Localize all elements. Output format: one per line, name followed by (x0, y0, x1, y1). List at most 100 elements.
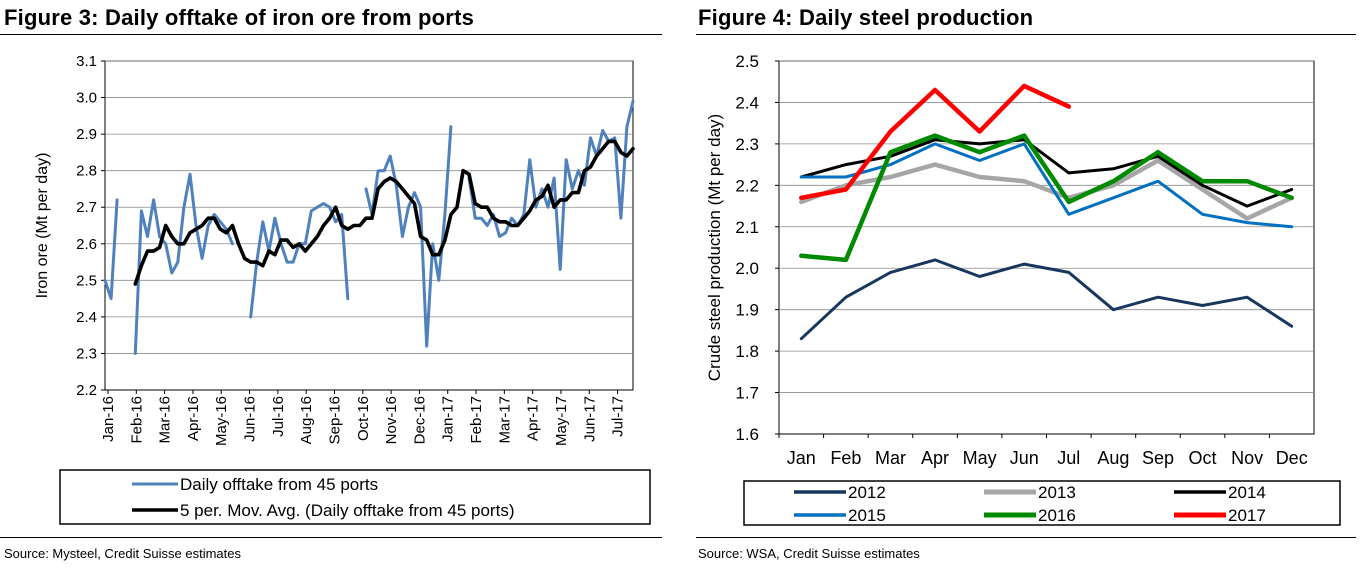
data-point (499, 221, 501, 223)
data-point (341, 214, 343, 216)
data-point (141, 210, 143, 212)
data-point (110, 298, 112, 300)
data-point (292, 247, 294, 249)
data-point (890, 151, 892, 153)
legend-label: 2014 (1228, 483, 1266, 502)
data-point (800, 197, 802, 199)
legend-label: Daily offtake from 45 ports (180, 475, 378, 494)
data-point (207, 217, 209, 219)
figure-3-source: Source: Mysteel, Credit Suisse estimates (4, 546, 241, 561)
y-tick-label: 1.6 (735, 425, 759, 444)
data-point (408, 206, 410, 208)
data-point (311, 210, 313, 212)
x-tick-label: Feb (830, 448, 861, 468)
data-point (177, 261, 179, 263)
data-point (800, 338, 802, 340)
data-point (547, 184, 549, 186)
data-point (979, 160, 981, 162)
data-point (207, 225, 209, 227)
data-point (1202, 305, 1204, 307)
x-tick-label: May-16 (213, 396, 230, 446)
data-point (347, 228, 349, 230)
data-point (286, 239, 288, 241)
data-point (632, 100, 634, 102)
data-point (462, 170, 464, 172)
data-point (304, 243, 306, 245)
data-point (1068, 172, 1070, 174)
data-point (553, 177, 555, 179)
x-tick-label: Aug-16 (298, 396, 315, 444)
data-point (1023, 180, 1025, 182)
x-tick-label: Mar-16 (157, 396, 174, 444)
data-point (614, 137, 616, 139)
legend-label: 5 per. Mov. Avg. (Daily offtake from 45 … (180, 501, 514, 520)
data-point (596, 155, 598, 157)
data-point (1068, 214, 1070, 216)
data-point (979, 151, 981, 153)
y-tick-label: 2.1 (735, 218, 759, 237)
y-tick-label: 2.3 (735, 135, 759, 154)
data-point (456, 206, 458, 208)
figure-4-title: Figure 4: Daily steel production (698, 5, 1034, 30)
data-point (578, 192, 580, 194)
data-point (414, 192, 416, 194)
series-line-2014 (799, 138, 1294, 208)
data-point (1202, 214, 1204, 216)
y-tick-label: 2.3 (76, 345, 97, 362)
y-tick-label: 2.2 (735, 176, 759, 195)
x-tick-label: Sep (1142, 448, 1174, 468)
data-point (535, 199, 537, 201)
data-point (890, 164, 892, 166)
series-line-moving-average (133, 139, 635, 286)
data-point (201, 225, 203, 227)
data-point (934, 164, 936, 166)
data-point (396, 181, 398, 183)
data-point (165, 225, 167, 227)
data-point (1157, 156, 1159, 158)
data-point (383, 170, 385, 172)
legend-label: 2016 (1038, 506, 1076, 525)
y-tick-label: 2.2 (76, 382, 97, 399)
y-tick-label: 1.9 (735, 301, 759, 320)
data-point (1291, 226, 1293, 228)
data-point (480, 217, 482, 219)
data-point (474, 217, 476, 219)
data-point (250, 316, 252, 318)
data-point (800, 255, 802, 257)
data-point (304, 250, 306, 252)
data-point (353, 225, 355, 227)
series-line-2012 (799, 258, 1294, 341)
data-point (298, 243, 300, 245)
data-point (444, 214, 446, 216)
legend-box (59, 469, 651, 525)
data-point (468, 174, 470, 176)
data-point (1023, 263, 1025, 265)
data-point (171, 236, 173, 238)
data-point (244, 258, 246, 260)
data-point (220, 228, 222, 230)
data-point (159, 236, 161, 238)
figure-4-source: Source: WSA, Credit Suisse estimates (698, 546, 920, 561)
data-point (584, 184, 586, 186)
data-point (1202, 189, 1204, 191)
data-point (165, 243, 167, 245)
data-point (1068, 106, 1070, 108)
data-point (280, 239, 282, 241)
data-point (226, 232, 228, 234)
data-point (474, 203, 476, 205)
x-tick-label: Oct-16 (355, 396, 372, 441)
data-point (286, 261, 288, 263)
data-point (377, 188, 379, 190)
figure-4-chart: 1.6 1.7 1.8 1.9 2.0 2.1 2.2 2.3 2.4 2.5 Jan Feb Mar A… (705, 52, 1341, 526)
data-point (1246, 180, 1248, 182)
data-point (890, 272, 892, 274)
x-tick-label: Dec (1276, 448, 1308, 468)
legend-box (743, 480, 1341, 526)
data-point (800, 176, 802, 178)
data-point (845, 176, 847, 178)
data-point (1246, 205, 1248, 207)
x-tick-label: May (963, 448, 997, 468)
y-tick-label: 3.0 (76, 90, 97, 107)
data-point (189, 232, 191, 234)
data-point (232, 243, 234, 245)
